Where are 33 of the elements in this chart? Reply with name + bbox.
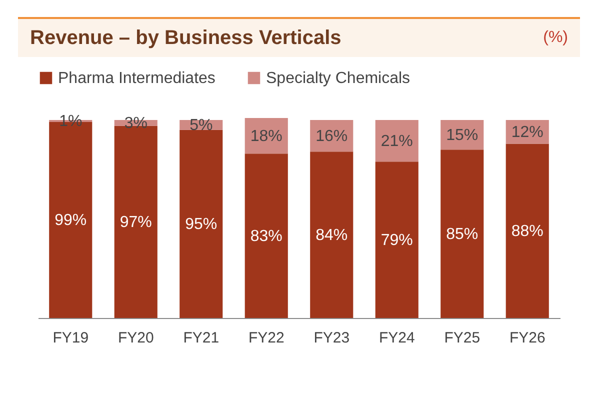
bar — [375, 162, 418, 318]
bar — [440, 150, 484, 318]
bar — [180, 130, 223, 318]
x-tick-label: FY22 — [248, 330, 284, 346]
chart-subtitle: (%) — [543, 29, 568, 47]
data-label: 97% — [120, 214, 152, 231]
data-label: 5% — [190, 116, 213, 134]
x-tick-label: FY24 — [378, 330, 415, 346]
legend-label: Pharma Intermediates — [58, 70, 216, 87]
data-label: 79% — [380, 232, 413, 249]
bar — [244, 154, 288, 318]
x-tick-label: FY21 — [183, 330, 220, 346]
data-label: 88% — [511, 222, 544, 240]
data-label: 95% — [185, 216, 218, 233]
x-tick-label: FY26 — [509, 330, 546, 346]
legend-label: Specialty Chemicals — [266, 70, 410, 87]
x-tick-label: FY20 — [118, 330, 154, 346]
bar — [310, 152, 354, 318]
data-label: 18% — [250, 128, 282, 145]
data-label: 15% — [446, 126, 478, 144]
data-label: 84% — [316, 226, 348, 244]
bar — [506, 144, 549, 318]
data-label: 16% — [316, 128, 348, 145]
data-label: 99% — [54, 212, 87, 229]
data-label: 83% — [250, 228, 282, 245]
chart-title: Revenue – by Business Verticals — [30, 27, 342, 50]
x-tick-label: FY25 — [444, 330, 480, 346]
x-tick-label: FY23 — [314, 330, 350, 346]
data-label: 12% — [511, 124, 544, 141]
data-label: 21% — [380, 132, 413, 150]
x-tick-label: FY19 — [52, 330, 89, 346]
bar — [375, 120, 418, 162]
data-label: 85% — [446, 226, 478, 243]
